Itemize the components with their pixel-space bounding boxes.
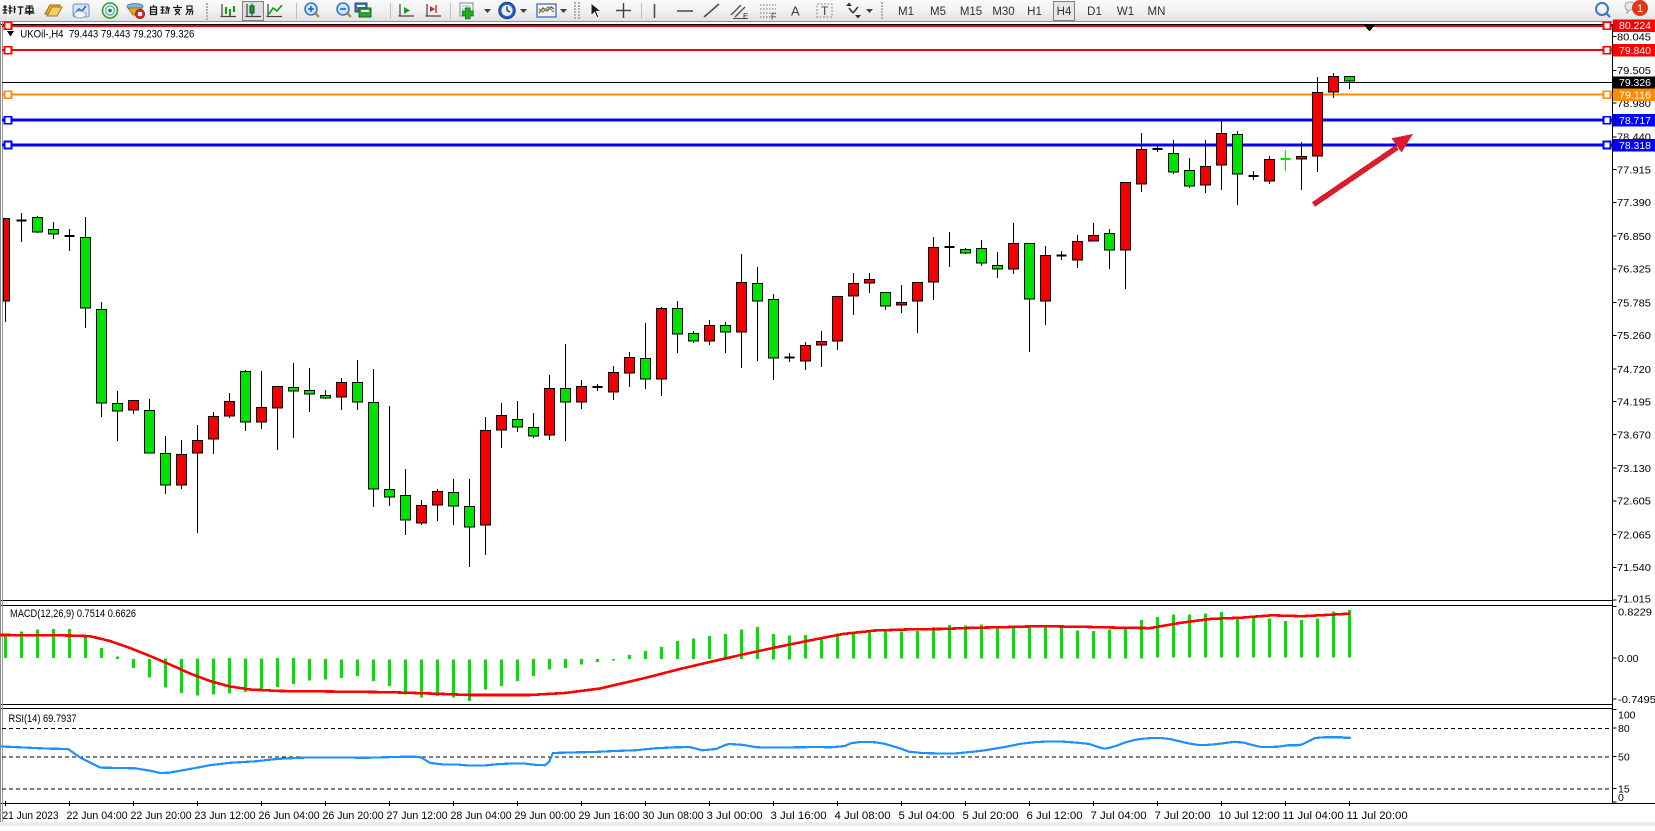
- svg-text:3 Jul 00:00: 3 Jul 00:00: [707, 810, 763, 822]
- svg-text:11 Jul 20:00: 11 Jul 20:00: [1347, 810, 1408, 822]
- svg-text:RSI(14) 69.7937: RSI(14) 69.7937: [9, 713, 77, 725]
- svg-text:80.224: 80.224: [1619, 20, 1651, 32]
- svg-text:5 Jul 20:00: 5 Jul 20:00: [963, 810, 1019, 822]
- svg-text:5 Jul 04:00: 5 Jul 04:00: [899, 810, 955, 822]
- svg-text:6 Jul 12:00: 6 Jul 12:00: [1027, 810, 1083, 822]
- svg-text:10 Jul 12:00: 10 Jul 12:00: [1219, 810, 1280, 822]
- svg-text:M15: M15: [960, 6, 982, 18]
- svg-text:74.720: 74.720: [1617, 364, 1651, 376]
- svg-text:79.116: 79.116: [1619, 89, 1651, 101]
- svg-text:27 Jun 12:00: 27 Jun 12:00: [387, 810, 448, 822]
- svg-text:F: F: [771, 13, 776, 22]
- svg-text:78.717: 78.717: [1619, 115, 1651, 127]
- svg-text:T: T: [821, 4, 829, 18]
- svg-text:30 Jun 08:00: 30 Jun 08:00: [643, 810, 704, 822]
- svg-text:74.195: 74.195: [1617, 397, 1651, 409]
- svg-text:75.260: 75.260: [1617, 330, 1651, 342]
- svg-text:E: E: [743, 12, 748, 21]
- svg-text:11 Jul 04:00: 11 Jul 04:00: [1283, 810, 1344, 822]
- svg-text:22 Jun 20:00: 22 Jun 20:00: [131, 810, 192, 822]
- svg-text:D1: D1: [1087, 6, 1102, 18]
- svg-text:7 Jul 20:00: 7 Jul 20:00: [1155, 810, 1211, 822]
- svg-text:3 Jul 16:00: 3 Jul 16:00: [771, 810, 827, 822]
- svg-text:7 Jul 04:00: 7 Jul 04:00: [1091, 810, 1147, 822]
- svg-text:29 Jun 16:00: 29 Jun 16:00: [579, 810, 640, 822]
- svg-text:50: 50: [1618, 751, 1630, 763]
- svg-text:MN: MN: [1148, 6, 1166, 18]
- svg-text:H1: H1: [1027, 6, 1042, 18]
- svg-text:28 Jun 04:00: 28 Jun 04:00: [451, 810, 512, 822]
- svg-text:4 Jul 08:00: 4 Jul 08:00: [835, 810, 891, 822]
- svg-text:71.540: 71.540: [1617, 562, 1651, 574]
- svg-text:76.325: 76.325: [1617, 264, 1651, 276]
- svg-text:M1: M1: [898, 6, 914, 18]
- svg-text:23 Jun 12:00: 23 Jun 12:00: [195, 810, 256, 822]
- svg-text:M30: M30: [992, 6, 1014, 18]
- svg-text:0: 0: [1618, 792, 1624, 804]
- svg-text:21 Jun 2023: 21 Jun 2023: [3, 810, 59, 822]
- svg-text:UKOil-,H4 79.443 79.443 79.23: UKOil-,H4 79.443 79.443 79.230 79.326: [20, 29, 194, 41]
- svg-text:0.00: 0.00: [1618, 653, 1639, 665]
- svg-text:W1: W1: [1117, 6, 1134, 18]
- svg-text:75.785: 75.785: [1617, 297, 1651, 309]
- svg-text:M5: M5: [930, 6, 946, 18]
- svg-text:71.015: 71.015: [1617, 594, 1651, 606]
- svg-text:A: A: [791, 4, 800, 19]
- svg-text:79.505: 79.505: [1617, 65, 1651, 77]
- svg-text:26 Jun 20:00: 26 Jun 20:00: [323, 810, 384, 822]
- svg-text:26 Jun 04:00: 26 Jun 04:00: [259, 810, 320, 822]
- svg-text:29 Jun 00:00: 29 Jun 00:00: [515, 810, 576, 822]
- svg-text:73.670: 73.670: [1617, 429, 1651, 441]
- svg-text:78.318: 78.318: [1619, 140, 1651, 152]
- svg-text:77.390: 77.390: [1617, 197, 1651, 209]
- svg-text:H4: H4: [1057, 6, 1072, 18]
- svg-text:80.045: 80.045: [1617, 32, 1651, 44]
- svg-text:-0.7495: -0.7495: [1618, 694, 1655, 706]
- svg-text:77.915: 77.915: [1617, 164, 1651, 176]
- svg-text:76.850: 76.850: [1617, 231, 1651, 243]
- svg-text:80: 80: [1618, 723, 1630, 735]
- svg-text:22 Jun 04:00: 22 Jun 04:00: [67, 810, 128, 822]
- svg-text:1: 1: [1637, 3, 1643, 15]
- svg-text:72.605: 72.605: [1617, 496, 1651, 508]
- svg-text:79.326: 79.326: [1619, 77, 1651, 89]
- svg-text:100: 100: [1618, 710, 1636, 722]
- svg-text:0.8229: 0.8229: [1618, 607, 1652, 619]
- svg-text:72.065: 72.065: [1617, 529, 1651, 541]
- svg-text:73.130: 73.130: [1617, 463, 1651, 475]
- svg-text:MACD(12,26,9) 0.7514 0.6626: MACD(12,26,9) 0.7514 0.6626: [10, 608, 136, 620]
- svg-text:79.840: 79.840: [1619, 45, 1651, 57]
- svg-text:15: 15: [1618, 783, 1630, 795]
